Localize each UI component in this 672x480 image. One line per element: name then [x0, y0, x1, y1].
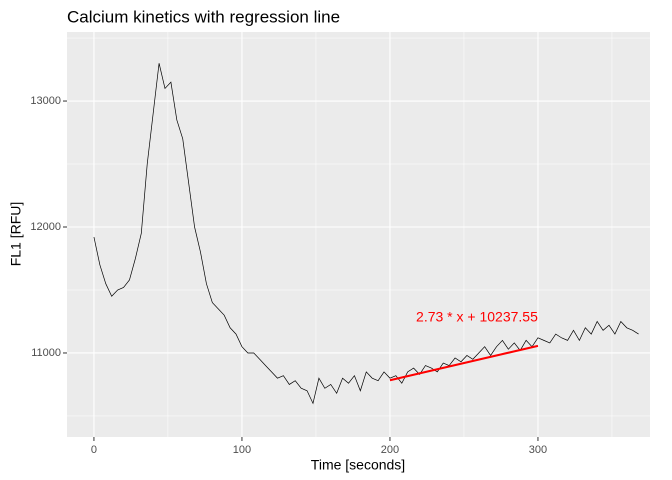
data-line	[93, 63, 639, 405]
x-tick-label: 100	[233, 444, 251, 456]
x-tick-label: 300	[529, 444, 547, 456]
x-axis-label: Time [seconds]	[311, 457, 405, 473]
regression-line	[389, 344, 539, 382]
chart-title: Calcium kinetics with regression line	[67, 7, 340, 26]
y-tick-label: 13000	[30, 95, 61, 107]
y-tick-label: 12000	[30, 221, 61, 233]
regression-label: 2.73 * x + 10237.55	[416, 309, 538, 325]
panel	[67, 32, 650, 437]
x-tick-label: 200	[381, 444, 399, 456]
y-axis-label: FL1 [RFU]	[8, 202, 24, 267]
y-tick-label: 11000	[31, 347, 61, 359]
x-tick-label: 0	[91, 444, 97, 456]
